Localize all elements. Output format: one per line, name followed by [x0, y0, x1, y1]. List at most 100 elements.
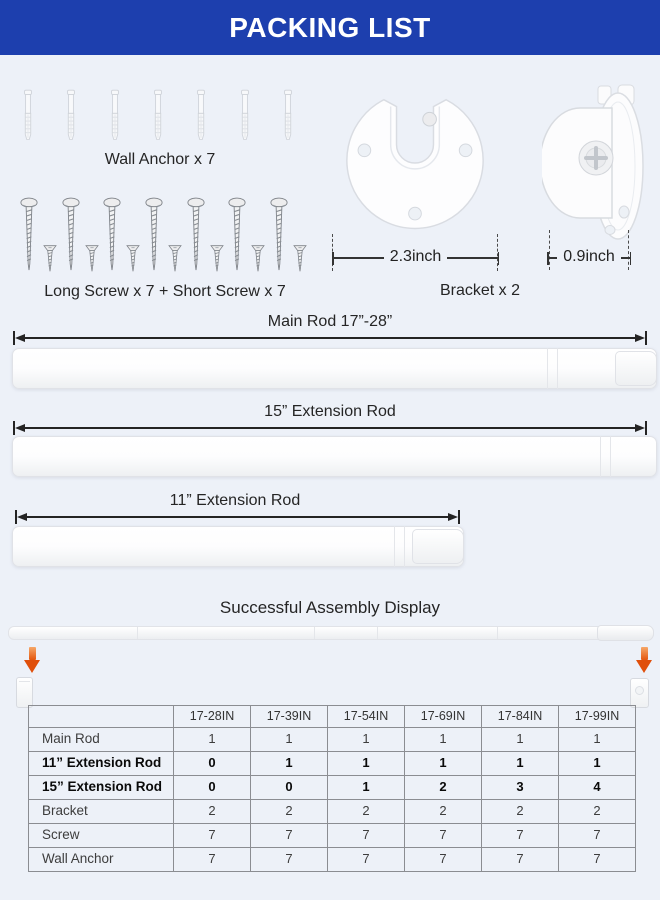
table-row: Screw 7 7 7 7 7 7 [28, 823, 636, 848]
bracket-front-icon [346, 98, 484, 230]
quantity-cell: 2 [481, 799, 559, 824]
packing-table: 17-28IN 17-39IN 17-54IN 17-69IN 17-84IN 17-99… [28, 705, 636, 872]
bracket-side-dimension: 0.9inch [547, 248, 631, 265]
quantity-cell: 1 [327, 727, 405, 752]
quantity-cell: 1 [481, 727, 559, 752]
ext11-dimension-arrow [15, 510, 460, 524]
long-screw-icon [145, 194, 163, 276]
quantity-cell: 2 [404, 775, 482, 800]
quantity-cell: 4 [558, 775, 636, 800]
short-screw-icon [292, 241, 308, 276]
table-header-row: 17-28IN 17-39IN 17-54IN 17-69IN 17-84IN 17-99… [28, 705, 636, 728]
quantity-cell: 7 [404, 823, 482, 848]
quantity-cell: 7 [173, 847, 251, 872]
column-header: 17-84IN [481, 705, 559, 728]
long-screw-icon [20, 194, 38, 276]
wall-anchor-icon [109, 86, 121, 145]
table-body: Main Rod 1 1 1 1 1 1 11” Extension Rod 0 1 1 1 1 1 15”… [28, 727, 636, 872]
column-header: 17-99IN [558, 705, 636, 728]
column-header: 17-39IN [250, 705, 328, 728]
row-label: Wall Anchor [28, 847, 174, 872]
assembly-title: Successful Assembly Display [219, 598, 441, 617]
wall-bracket-end-right [630, 678, 649, 708]
quantity-cell: 7 [481, 823, 559, 848]
quantity-cell: 0 [173, 775, 251, 800]
quantity-cell: 2 [404, 799, 482, 824]
quantity-cell: 1 [327, 775, 405, 800]
quantity-cell: 1 [404, 751, 482, 776]
quantity-cell: 7 [558, 823, 636, 848]
row-label: Main Rod [28, 727, 174, 752]
quantity-cell: 0 [250, 775, 328, 800]
assembled-rod-image [8, 625, 654, 641]
quantity-cell: 1 [558, 727, 636, 752]
short-screw-icon [209, 241, 225, 276]
ext15-rod-image [12, 436, 657, 477]
page-title: PACKING LIST [229, 11, 431, 43]
long-screw-icon [62, 194, 80, 276]
main-rod-label: Main Rod 17”-28” [267, 313, 393, 330]
down-arrow-icon [636, 647, 652, 674]
quantity-cell: 7 [250, 823, 328, 848]
quantity-cell: 7 [250, 847, 328, 872]
row-label: 11” Extension Rod [28, 751, 174, 776]
page-header: PACKING LIST [0, 0, 660, 55]
wall-bracket-end-left [16, 677, 33, 708]
table-row: 15” Extension Rod 0 0 1 2 3 4 [28, 775, 636, 800]
wall-anchor-icon [65, 86, 77, 145]
dim-extension-line [628, 230, 629, 270]
wall-anchor-label: Wall Anchor x 7 [104, 151, 216, 168]
short-screw-icon [167, 241, 183, 276]
quantity-cell: 2 [173, 799, 251, 824]
ext11-rod-label: 11” Extension Rod [169, 492, 301, 509]
row-label: Screw [28, 823, 174, 848]
wall-anchor-icon [22, 86, 34, 145]
quantity-cell: 7 [173, 823, 251, 848]
down-arrow-icon [24, 647, 40, 674]
row-label: 15” Extension Rod [28, 775, 174, 800]
corner-cell [28, 705, 174, 728]
long-screw-icon [228, 194, 246, 276]
bracket-side-width-label: 0.9inch [563, 248, 615, 265]
wall-anchor-row [22, 86, 294, 146]
ext15-dimension-arrow [13, 421, 647, 435]
quantity-cell: 1 [404, 727, 482, 752]
wall-anchor-icon [282, 86, 294, 145]
bracket-side-icon [542, 84, 644, 240]
quantity-cell: 1 [327, 751, 405, 776]
quantity-cell: 3 [481, 775, 559, 800]
quantity-cell: 2 [558, 799, 636, 824]
main-rod-dimension-arrow [13, 331, 647, 345]
ext15-rod-label: 15” Extension Rod [264, 403, 396, 420]
screw-row [20, 194, 308, 276]
wall-anchor-icon [152, 86, 164, 145]
long-screw-icon [270, 194, 288, 276]
quantity-cell: 1 [558, 751, 636, 776]
quantity-cell: 2 [327, 799, 405, 824]
quantity-cell: 1 [250, 751, 328, 776]
screw-label: Long Screw x 7 + Short Screw x 7 [44, 283, 286, 300]
quantity-cell: 7 [327, 847, 405, 872]
quantity-cell: 7 [327, 823, 405, 848]
bracket-front-width-label: 2.3inch [389, 248, 442, 265]
short-screw-icon [250, 241, 266, 276]
quantity-cell: 7 [404, 847, 482, 872]
quantity-cell: 1 [173, 727, 251, 752]
quantity-cell: 7 [481, 847, 559, 872]
column-header: 17-28IN [173, 705, 251, 728]
short-screw-icon [42, 241, 58, 276]
quantity-cell: 0 [173, 751, 251, 776]
quantity-cell: 1 [481, 751, 559, 776]
wall-anchor-icon [195, 86, 207, 145]
table-row: Main Rod 1 1 1 1 1 1 [28, 727, 636, 752]
quantity-cell: 7 [558, 847, 636, 872]
bracket-label: Bracket x 2 [439, 282, 521, 299]
bracket-front-dimension: 2.3inch [332, 248, 499, 265]
table-row: Bracket 2 2 2 2 2 2 [28, 799, 636, 824]
table-row: 11” Extension Rod 0 1 1 1 1 1 [28, 751, 636, 776]
long-screw-icon [187, 194, 205, 276]
short-screw-icon [84, 241, 100, 276]
row-label: Bracket [28, 799, 174, 824]
main-rod-image [12, 348, 657, 389]
